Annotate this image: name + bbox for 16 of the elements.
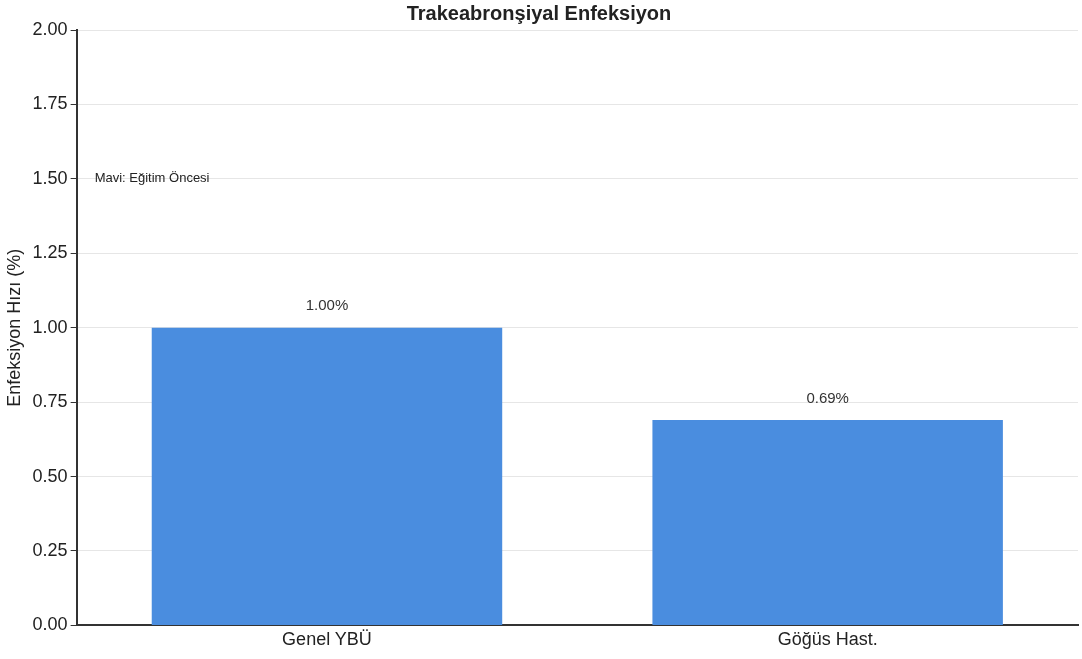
chart-title: Trakeabronşiyal Enfeksiyon (406, 1, 672, 24)
y-tick-label: 1.25 (32, 242, 68, 263)
x-tick-label: Göğüs Hast. (777, 629, 878, 650)
y-axis-title: Enfeksiyon Hızı (%) (3, 248, 24, 407)
y-tick-label: 0.75 (32, 391, 68, 412)
y-tick-label: 1.00 (32, 316, 68, 337)
y-tick-label: 0.50 (32, 465, 68, 486)
data-label: 1.00% (305, 296, 349, 314)
data-label: 0.69% (806, 388, 849, 406)
y-tick-label: 2.00 (32, 18, 68, 39)
y-tick-label: 0.00 (32, 614, 68, 635)
y-tick-label: 1.75 (32, 93, 68, 114)
x-tick-label: Genel YBÜ (282, 629, 372, 650)
annotation: Mavi: Eğitim Öncesi (94, 170, 210, 186)
y-tick-label: 1.50 (32, 167, 68, 188)
y-tick-label: 0.25 (32, 539, 68, 560)
